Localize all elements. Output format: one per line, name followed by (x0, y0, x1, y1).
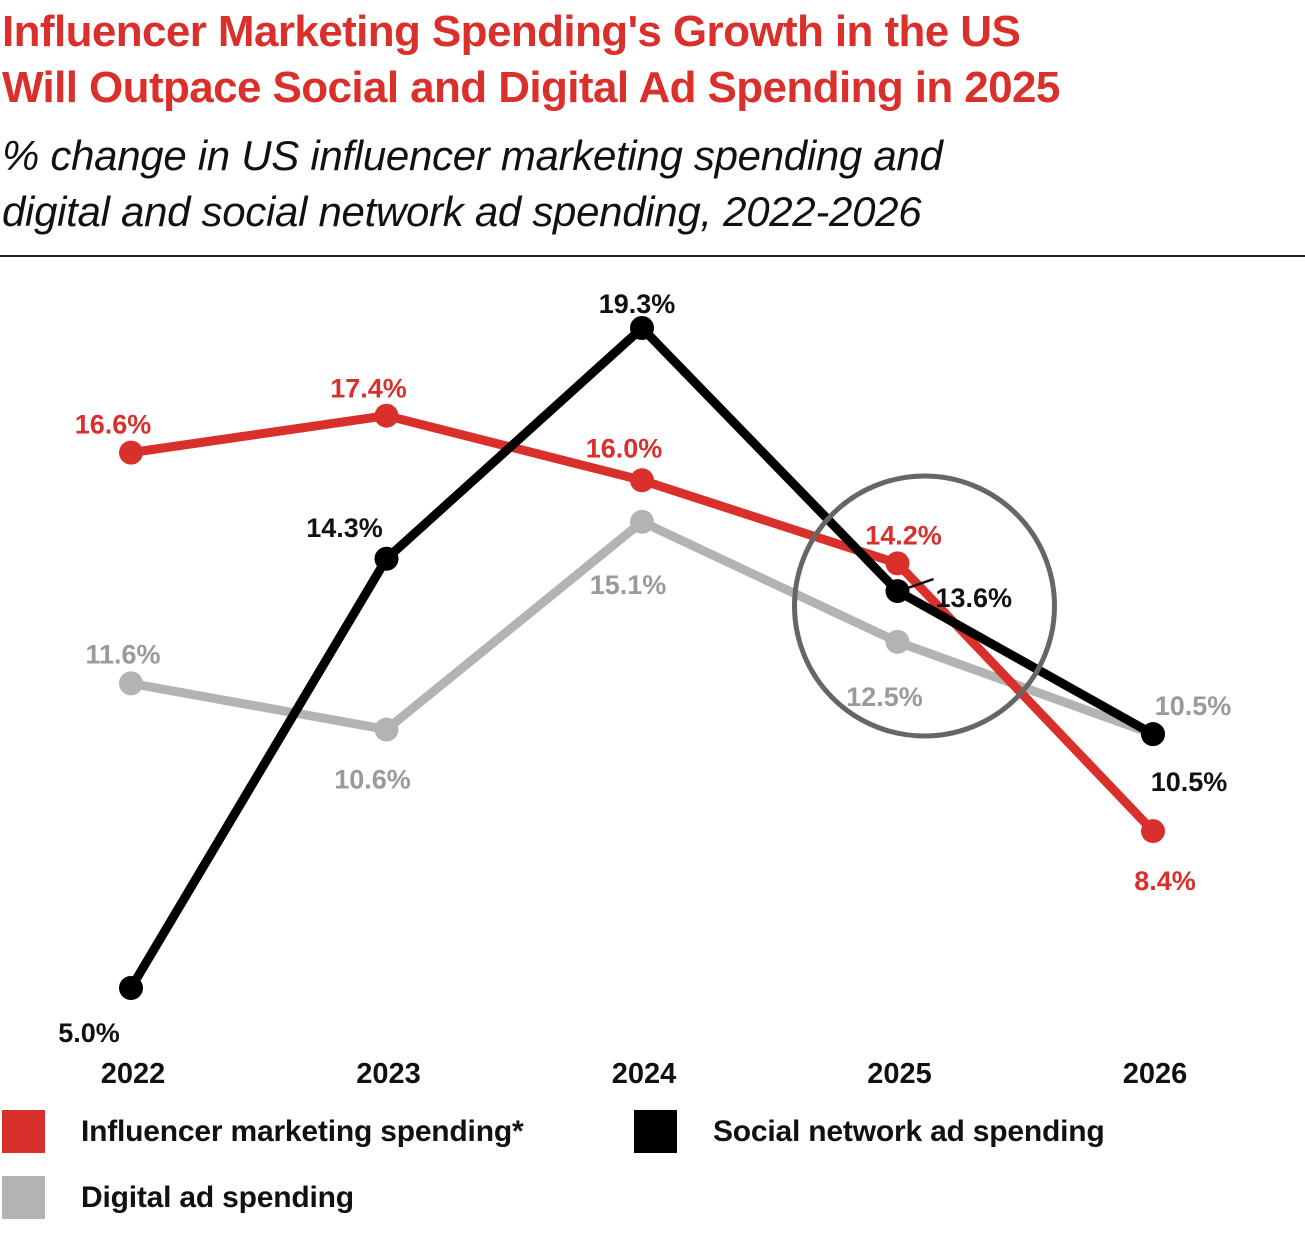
data-label-social-2025: 13.6% (936, 583, 1013, 613)
data-label-influencer-2026: 8.4% (1134, 866, 1196, 896)
data-label-digital-2023: 10.6% (334, 765, 411, 795)
data-label-digital-2026: 10.5% (1155, 691, 1232, 721)
data-label-social-2024: 19.3% (599, 289, 676, 319)
data-point-digital-2023 (374, 717, 399, 742)
chart-title: Influencer Marketing Spending's Growth i… (2, 4, 1060, 116)
x-tick-label-2024: 2024 (612, 1058, 677, 1090)
title-line-1: Influencer Marketing Spending's Growth i… (2, 7, 1021, 56)
subtitle-line-1: % change in US influencer marketing spen… (2, 132, 943, 179)
legend-swatch-digital (2, 1176, 45, 1219)
subtitle-line-2: digital and social network ad spending, … (2, 188, 922, 235)
title-line-2: Will Outpace Social and Digital Ad Spend… (2, 63, 1060, 112)
data-label-digital-2022: 11.6% (85, 639, 160, 669)
x-tick-label-2022: 2022 (101, 1058, 166, 1090)
x-tick-label-2023: 2023 (356, 1058, 421, 1090)
data-point-influencer-2025 (885, 551, 910, 576)
legend-item-social: Social network ad spending (634, 1110, 1105, 1153)
data-point-social-2023 (374, 546, 399, 571)
data-point-social-2022 (119, 976, 143, 1000)
legend-item-influencer: Influencer marketing spending* (2, 1110, 524, 1153)
data-point-digital-2022 (119, 671, 143, 696)
data-label-social-2023: 14.3% (306, 513, 383, 543)
data-point-social-2024 (630, 316, 654, 340)
series-digital (119, 509, 1165, 747)
data-label-influencer-2024: 16.0% (586, 433, 663, 463)
legend-swatch-social (634, 1110, 677, 1153)
data-label-digital-2025: 12.5% (846, 682, 923, 712)
legend-label-digital: Digital ad spending (81, 1180, 354, 1214)
data-label-influencer-2023: 17.4% (330, 374, 407, 404)
x-tick-label-2025: 2025 (867, 1058, 932, 1090)
leader-line-social-2025 (907, 577, 934, 590)
chart-subtitle: % change in US influencer marketing spen… (2, 128, 943, 240)
legend-swatch-influencer (2, 1110, 45, 1153)
legend-item-digital: Digital ad spending (2, 1176, 354, 1219)
data-point-influencer-2022 (119, 440, 143, 465)
series-line-digital (126, 517, 1158, 739)
data-point-social-2025 (885, 579, 910, 604)
highlight-circle-2025 (792, 473, 1057, 739)
data-label-influencer-2025: 14.2% (865, 520, 942, 550)
data-point-influencer-2023 (374, 403, 399, 428)
data-label-social-2026: 10.5% (1151, 767, 1228, 797)
data-label-digital-2024: 15.1% (590, 570, 667, 600)
data-label-social-2022: 5.0% (58, 1018, 120, 1048)
data-point-influencer-2024 (630, 468, 654, 493)
data-point-influencer-2026 (1141, 819, 1165, 844)
header-divider (0, 255, 1305, 257)
x-tick-label-2026: 2026 (1123, 1058, 1188, 1090)
data-point-social-2026 (1141, 722, 1165, 747)
series-influencer (119, 403, 1165, 844)
series-social (119, 316, 1165, 1000)
data-point-digital-2024 (630, 509, 654, 534)
legend-label-influencer: Influencer marketing spending* (81, 1114, 524, 1148)
data-point-digital-2025 (885, 629, 910, 654)
legend-label-social: Social network ad spending (713, 1114, 1105, 1148)
data-label-influencer-2022: 16.6% (75, 410, 152, 440)
